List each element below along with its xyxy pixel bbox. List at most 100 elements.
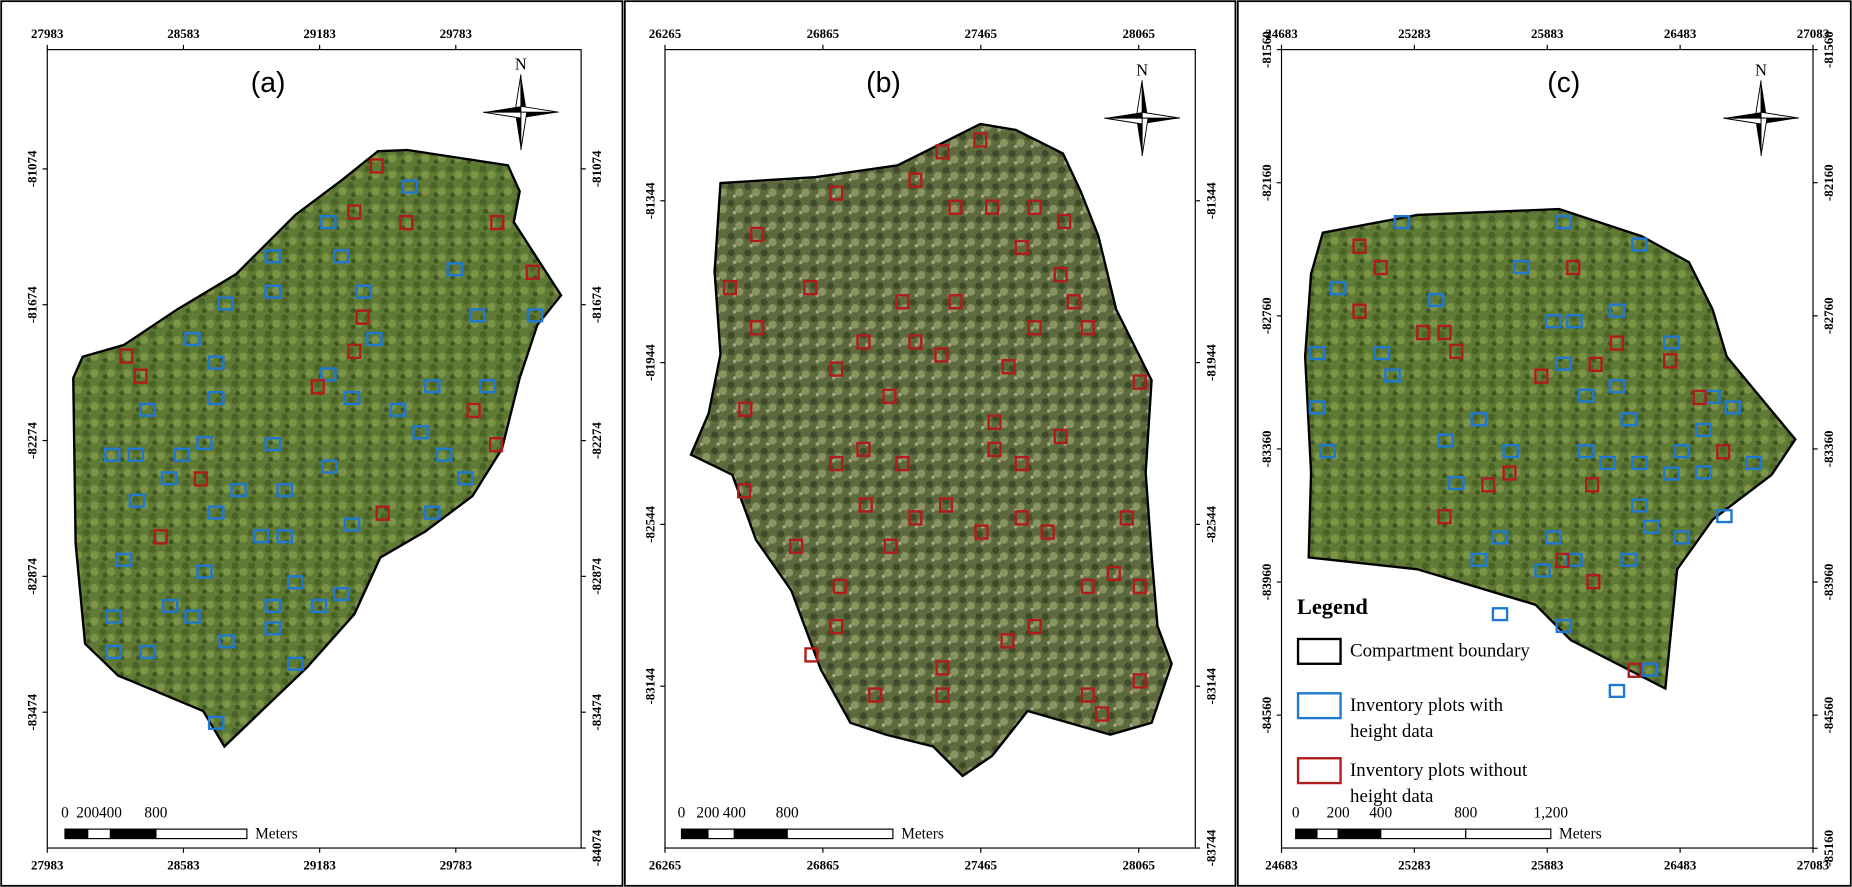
- right-tick-label: -82274: [589, 422, 604, 459]
- scale-bar-segment: [1317, 829, 1338, 838]
- scale-bar-segment: [682, 829, 708, 838]
- right-tick-label: -84560: [1821, 697, 1836, 734]
- scale-label: 400: [99, 804, 122, 821]
- bottom-tick-label: 24683: [1265, 857, 1298, 872]
- legend-label: Compartment boundary: [1350, 641, 1530, 662]
- figure: (a) N 27983 28583 29183 29783 27983 28583 29183 2…: [0, 0, 1852, 887]
- bottom-tick-label: 25283: [1398, 857, 1431, 872]
- scale-bar-segment: [88, 829, 111, 838]
- scale-label: 800: [776, 804, 799, 821]
- top-tick-label: 29183: [303, 26, 336, 41]
- scale-bar-segment: [1466, 829, 1551, 838]
- left-tick-label: -83144: [642, 667, 657, 704]
- left-tick-label: -82544: [642, 506, 657, 543]
- scale-label: 0: [1292, 804, 1300, 821]
- scale-label: 200: [696, 804, 719, 821]
- scale-label: 800: [144, 804, 167, 821]
- right-tick-label: -82760: [1821, 297, 1836, 334]
- right-tick-label: -85160: [1821, 830, 1836, 867]
- scale-label: 200: [76, 804, 99, 821]
- scale-label: 800: [1454, 804, 1477, 821]
- legend-label: height data: [1350, 721, 1434, 742]
- right-tick-label: -83744: [1203, 829, 1218, 866]
- right-tick-label: -81560: [1821, 31, 1836, 68]
- left-tick-label: -82874: [25, 557, 40, 594]
- bottom-tick-label: 29783: [440, 857, 473, 872]
- top-tick-label: 25883: [1531, 26, 1564, 41]
- bottom-tick-label: 27465: [965, 857, 998, 872]
- right-tick-label: -82160: [1821, 164, 1836, 201]
- left-tick-label: -83360: [1259, 431, 1274, 468]
- body: (a) N 27983 28583 29183 29783 27983 28583 29183 2…: [0, 0, 1852, 887]
- scale-label: 200: [1327, 804, 1350, 821]
- right-tick-label: -83474: [589, 693, 604, 730]
- bottom-tick-label: 29183: [303, 857, 336, 872]
- bottom-tick-label: 28065: [1122, 857, 1155, 872]
- left-tick-label: -81074: [25, 150, 40, 187]
- top-tick-label: 28065: [1122, 26, 1155, 41]
- top-tick-label: 25283: [1398, 26, 1431, 41]
- bottom-tick-label: 26865: [807, 857, 840, 872]
- left-tick-label: -81344: [642, 182, 657, 219]
- scale-bar-segment: [1338, 829, 1381, 838]
- north-label: N: [1136, 61, 1148, 80]
- scale-label: 0: [61, 804, 69, 821]
- bottom-tick-label: 26265: [649, 857, 682, 872]
- left-tick-label: -83474: [25, 693, 40, 730]
- legend-label: Inventory plots with: [1350, 695, 1504, 716]
- left-tick-label: -82160: [1259, 164, 1274, 201]
- scale-bar-segment: [156, 829, 247, 838]
- top-tick-label: 26483: [1664, 26, 1697, 41]
- scale-bar-segment: [110, 829, 155, 838]
- scale-unit: Meters: [1559, 826, 1602, 843]
- map-panel: (a) N 27983 28583 29183 29783 27983 28583 29183 2…: [1, 1, 622, 886]
- right-tick-label: -83360: [1821, 431, 1836, 468]
- legend-label: height data: [1350, 786, 1434, 807]
- right-tick-label: -82874: [589, 557, 604, 594]
- page: Compartment maps {"panels": [ {"label": …: [0, 0, 1852, 887]
- scale-label: 400: [723, 804, 746, 821]
- scale-bar-segment: [1381, 829, 1466, 838]
- left-tick-label: -82274: [25, 422, 40, 459]
- scale-bar-segment: [1296, 829, 1317, 838]
- legend-title: Legend: [1297, 594, 1369, 619]
- left-tick-label: -83960: [1259, 564, 1274, 601]
- top-tick-label: 28583: [167, 26, 200, 41]
- right-tick-label: -81074: [589, 150, 604, 187]
- right-tick-label: -81674: [589, 286, 604, 323]
- top-tick-label: 26865: [807, 26, 840, 41]
- right-tick-label: -81344: [1203, 182, 1218, 219]
- panel-label: (c): [1547, 67, 1580, 99]
- scale-bar-segment: [65, 829, 88, 838]
- scale-bar-segment: [708, 829, 734, 838]
- top-tick-label: 27983: [31, 26, 64, 41]
- left-tick-label: -82760: [1259, 297, 1274, 334]
- left-tick-label: -81944: [642, 344, 657, 381]
- panel-label: (b): [866, 67, 901, 99]
- bottom-tick-label: 27983: [31, 857, 64, 872]
- top-tick-label: 29783: [440, 26, 473, 41]
- scale-bar-segment: [787, 829, 893, 838]
- panel-label: (a): [251, 67, 286, 99]
- scale-unit: Meters: [255, 826, 298, 843]
- north-label: N: [515, 55, 527, 74]
- map-panel: (c)N246832528325883264832708324683252832…: [1238, 1, 1851, 886]
- left-tick-label: -81674: [25, 286, 40, 323]
- right-tick-label: -82544: [1203, 506, 1218, 543]
- map-panel: (b) N 26265 26865 27465 28065 26265 26865 27465 2…: [625, 1, 1236, 886]
- bottom-tick-label: 25883: [1531, 857, 1564, 872]
- left-tick-label: -81560: [1259, 31, 1274, 68]
- legend-label: Inventory plots without: [1350, 760, 1528, 781]
- right-tick-label: -84074: [589, 829, 604, 866]
- top-tick-label: 27465: [965, 26, 998, 41]
- scale-label: 0: [678, 804, 686, 821]
- left-tick-label: -84560: [1259, 697, 1274, 734]
- scale-unit: Meters: [901, 826, 944, 843]
- scale-bar-segment: [734, 829, 787, 838]
- bottom-tick-label: 26483: [1664, 857, 1697, 872]
- scale-label: 1,200: [1534, 804, 1569, 821]
- top-tick-label: 26265: [649, 26, 682, 41]
- bottom-tick-label: 28583: [167, 857, 200, 872]
- north-label: N: [1755, 61, 1767, 80]
- right-tick-label: -83144: [1203, 667, 1218, 704]
